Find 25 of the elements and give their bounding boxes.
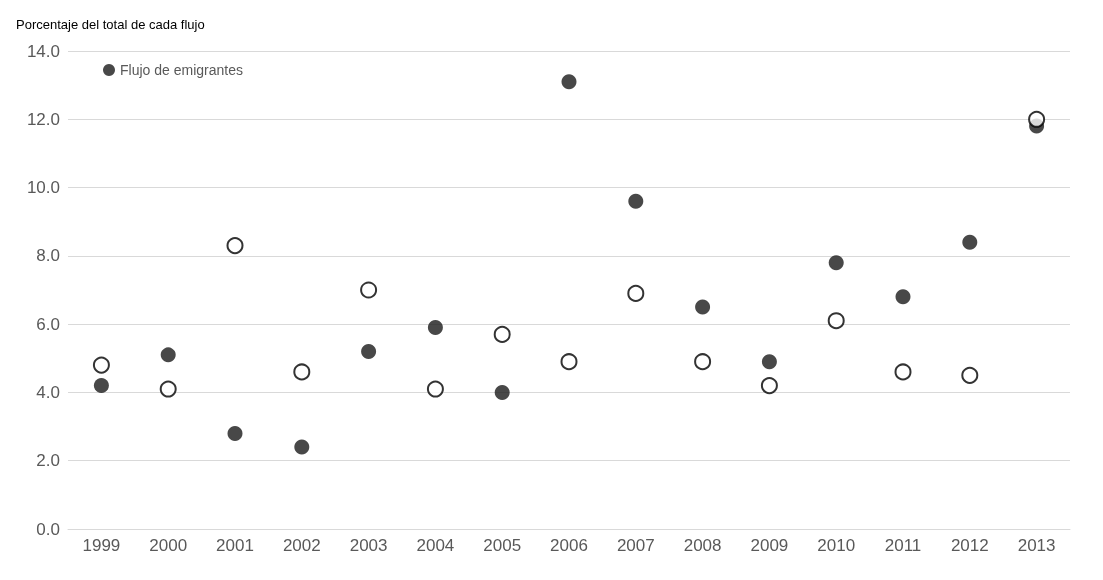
y-tick-label: 0.0	[36, 519, 60, 539]
x-tick-label: 2002	[282, 536, 321, 555]
y-tick-label: 10.0	[26, 178, 60, 198]
x-tick-label: 2011	[884, 536, 922, 555]
x-tick-label: 2006	[550, 536, 588, 555]
y-tick-label: 14.0	[26, 41, 60, 61]
x-tick-label: 2000	[149, 536, 188, 555]
x-tick-label: 2008	[683, 536, 722, 555]
y-tick-label: 8.0	[36, 246, 60, 266]
y-tick-label: 12.0	[26, 109, 60, 129]
x-tick-label: 2004	[416, 536, 455, 555]
x-tick-label: 2012	[950, 536, 989, 555]
y-tick-label: 6.0	[36, 314, 60, 334]
x-tick-label: 2010	[817, 536, 856, 555]
x-tick-label: 2005	[483, 536, 522, 555]
y-axis-title: Porcentaje del total de cada flujo	[16, 17, 205, 32]
legend-label: Flujo de emigrantes	[120, 62, 243, 78]
x-tick-label: 2007	[616, 536, 655, 555]
y-tick-label: 2.0	[36, 451, 60, 471]
x-tick-label: 1999	[82, 536, 121, 555]
x-tick-label: 2013	[1017, 536, 1056, 555]
y-tick-label: 4.0	[36, 382, 60, 402]
x-tick-label: 2009	[750, 536, 789, 555]
x-tick-label: 2001	[216, 536, 254, 555]
x-tick-label: 2003	[349, 536, 388, 555]
